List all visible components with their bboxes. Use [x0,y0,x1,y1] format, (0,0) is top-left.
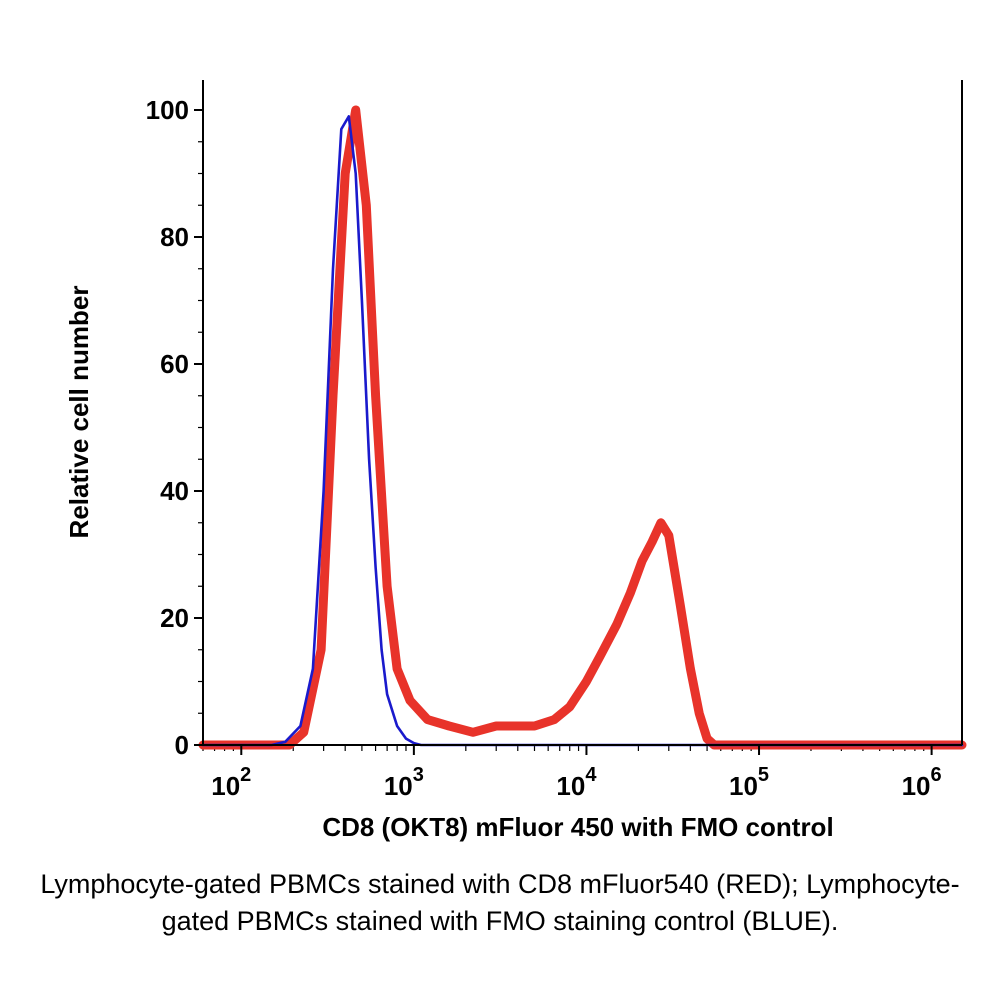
y-tick-label: 20 [160,603,189,633]
y-tick-label: 0 [175,730,189,760]
x-tick-base: 10 [384,771,413,801]
series-layer [198,105,967,750]
x-tick-base: 10 [211,771,240,801]
plot-frame [194,80,963,755]
x-axis-title: CD8 (OKT8) mFluor 450 with FMO control [322,812,833,842]
x-tick-exponent: 2 [240,764,251,786]
y-tick-labels: 0 20 40 60 80 100 [146,95,189,760]
x-tick-exponent: 4 [585,764,597,786]
y-axis-title: Relative cell number [64,286,94,539]
series-line-blue [201,115,964,747]
x-tick-label: 102 [211,764,251,801]
y-tick-label: 40 [160,476,189,506]
x-tick-label: 104 [556,764,597,801]
y-tick-label: 60 [160,349,189,379]
x-tick-base: 10 [556,771,585,801]
y-tick-label: 80 [160,222,189,252]
x-tick-exponent: 3 [413,764,424,786]
x-tick-exponent: 5 [758,764,769,786]
x-tick-label: 105 [729,764,769,801]
series-line-red [198,105,967,750]
x-tick-base: 10 [729,771,758,801]
x-tick-label: 103 [384,764,424,801]
x-tick-label: 106 [902,764,942,801]
x-tick-base: 10 [902,771,931,801]
x-tick-exponent: 6 [931,764,942,786]
x-tick-labels: 102 103 104 105 106 [211,764,941,801]
figure-caption: Lymphocyte-gated PBMCs stained with CD8 … [40,869,960,936]
y-tick-label: 100 [146,95,189,125]
